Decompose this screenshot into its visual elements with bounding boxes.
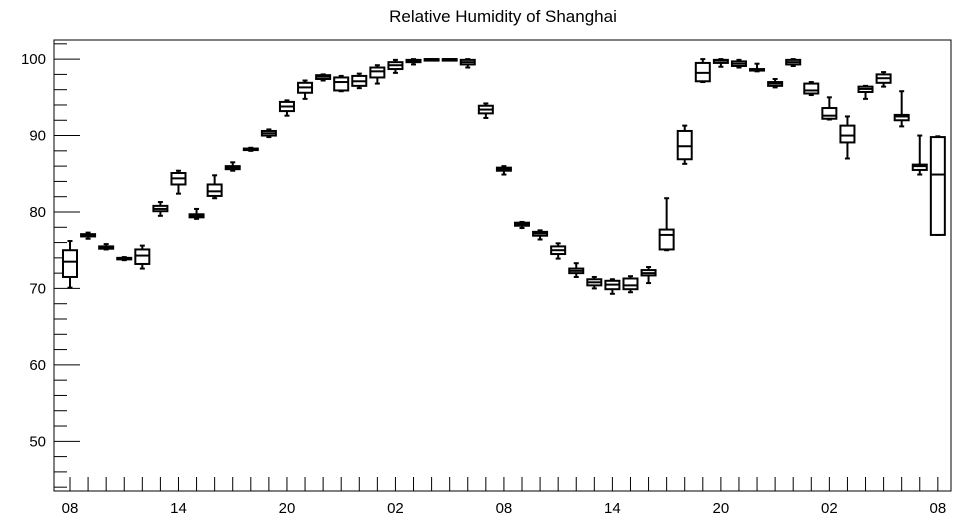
box-iqr [622,277,639,291]
box-plot-item [333,74,350,93]
box-plot-item [98,243,115,251]
y-tick-label: 100 [21,51,46,68]
box-plot-item [369,64,386,85]
x-tick-label: 14 [604,500,621,517]
y-tick-label: 50 [29,433,46,450]
box-plot-item [62,240,78,289]
box-iqr [333,76,350,92]
box-plot-item [134,244,151,270]
box-plot-item [260,128,277,139]
box-plot-item [568,262,585,278]
box-iqr [134,248,151,265]
box-plot-item [911,134,928,176]
box-plot-item [640,266,657,285]
x-axis: 08 14 20 02 08 14 20 02 08 [62,477,946,517]
box-plot-item [297,79,314,100]
box-plot-item [514,220,530,230]
x-tick-label: 08 [929,500,946,517]
x-tick-label: 20 [279,500,296,517]
box-plot-item [712,58,729,68]
box-plot-item [423,58,440,62]
box-plot-item [477,102,494,119]
x-tick-label: 02 [387,500,404,517]
plot-area-frame [53,39,952,492]
y-tick-label: 90 [29,128,46,145]
box-plot-item [278,99,295,117]
box-plot-item [622,275,639,294]
x-tick-label: 08 [62,500,79,517]
box-iqr [893,113,910,122]
box-plot-item [857,84,874,100]
box-plot-item [532,229,549,241]
box-plot-item [242,146,259,152]
box-iqr [911,163,928,171]
x-tick-label: 08 [496,500,513,517]
box-iqr [821,107,838,120]
y-tick-label: 80 [29,204,46,221]
box-iqr [206,183,223,197]
box-plot-item [387,58,404,74]
box-plot-item [749,62,766,73]
box-plot-item [767,77,784,89]
box-plot-item [586,275,603,290]
box-plot-item [351,72,368,90]
x-tick-label: 02 [821,500,838,517]
box-plot-item [929,135,946,236]
box-plot-item [875,71,892,88]
chart-title: Relative Humidity of Shanghai [389,7,617,26]
box-plot-item [224,161,241,172]
box-plot-item [604,278,621,295]
box-iqr [658,228,675,251]
box-plot-item [405,58,422,66]
box-iqr [676,129,693,161]
box-plot-item [893,90,910,128]
x-tick-label: 20 [713,500,730,517]
box-iqr [929,136,946,236]
box-plot-item [694,58,711,84]
box-plot-item [550,242,567,260]
box-plot-item [785,58,802,67]
box-plot-item [206,174,223,200]
box-plot-item [441,58,458,62]
y-tick-label: 60 [29,357,46,374]
box-plot-item [495,165,512,176]
box-plot-item [116,256,133,262]
box-plot-item [152,201,169,217]
box-plot-item [658,197,675,252]
y-axis: 50 60 70 80 90 100 [21,43,80,488]
box-plot-item [730,58,747,69]
box-plot-item [170,169,187,195]
box-iqr [62,249,78,278]
y-tick-label: 70 [29,280,46,297]
box-iqr [803,82,820,95]
box-series [62,58,946,295]
x-tick-label: 14 [170,500,187,517]
box-iqr [369,66,386,79]
box-plot-item [80,231,97,240]
box-iqr [839,124,856,144]
box-plot-item [188,207,205,220]
box-plot-item [821,96,838,121]
box-plot-item [803,81,820,97]
box-plot-item [315,73,332,82]
box-plot-item [676,124,693,165]
box-plot-item [459,58,476,69]
box-plot-item [839,115,856,160]
